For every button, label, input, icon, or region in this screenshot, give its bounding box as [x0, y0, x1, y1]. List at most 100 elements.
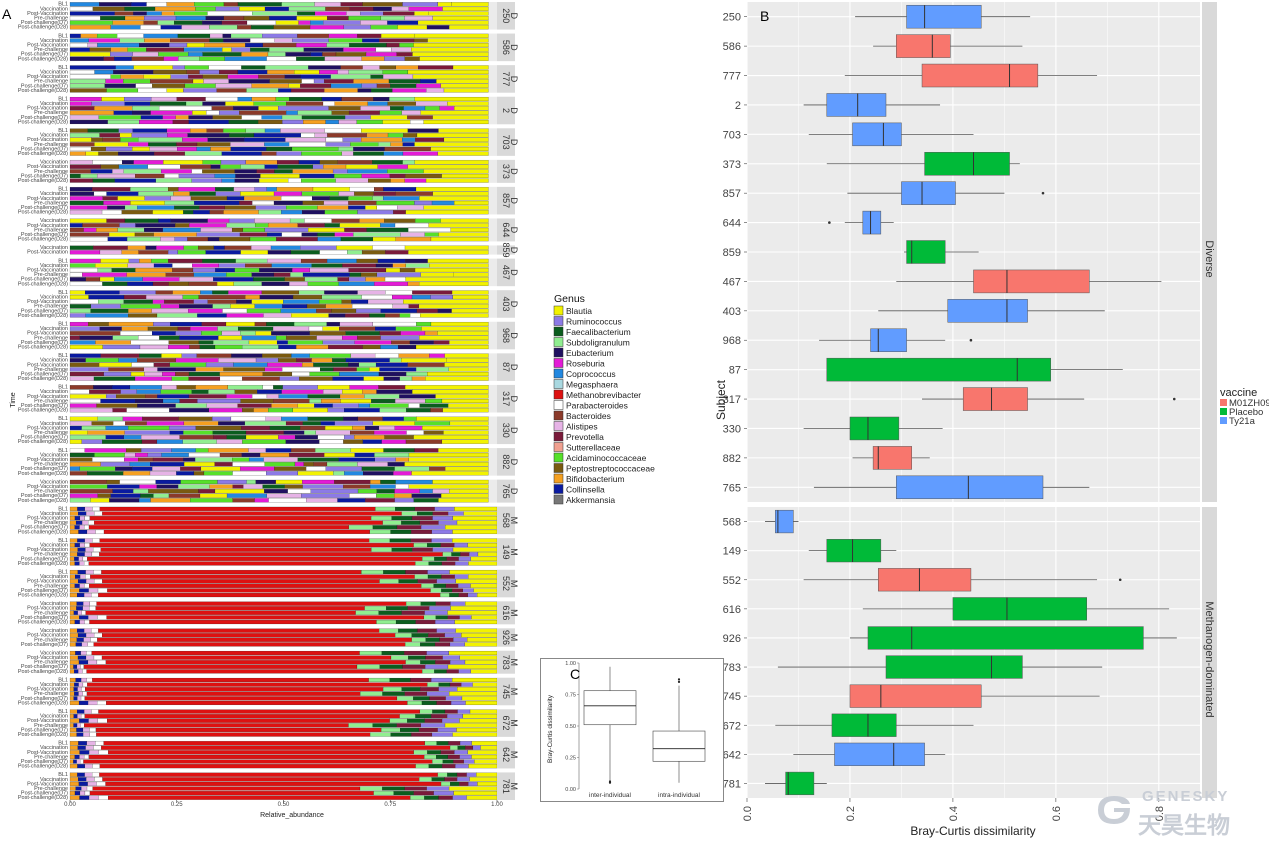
box-857 — [901, 181, 956, 205]
bar-segment — [309, 353, 351, 358]
bar-segment — [142, 416, 179, 421]
bar-segment — [414, 33, 489, 38]
bar-segment — [457, 709, 471, 714]
bar-segment — [92, 506, 100, 511]
bar-segment — [69, 552, 78, 557]
bar-segment — [78, 700, 89, 705]
bar-segment — [384, 313, 400, 318]
bar-segment — [212, 416, 232, 421]
bar-segment — [84, 448, 127, 453]
bar-segment — [69, 227, 84, 232]
bar-segment — [383, 74, 414, 79]
bar-segment — [168, 187, 179, 192]
genesky-logo-icon — [1098, 796, 1130, 824]
bar-segment — [405, 660, 421, 665]
bar-segment — [143, 20, 158, 25]
bar-segment — [319, 439, 344, 444]
bar-segment — [429, 696, 446, 701]
bar-segment — [357, 88, 372, 93]
time-tick-label: Pre-challenge — [34, 520, 68, 526]
bar-segment — [405, 173, 442, 178]
panel-b-letter: B — [760, 8, 770, 24]
y-tick-label: 467 — [723, 276, 741, 288]
bar-segment — [439, 637, 454, 642]
bar-segment — [217, 479, 247, 484]
bar-segment — [246, 479, 256, 484]
bar-segment — [95, 340, 131, 345]
bar-segment — [426, 786, 450, 791]
bar-segment — [181, 353, 197, 358]
bar-segment — [391, 516, 413, 521]
bar-segment — [442, 552, 452, 557]
time-tick-label: Post-challenge(D7) — [21, 642, 68, 648]
bar-segment — [69, 764, 78, 769]
bar-segment — [395, 398, 426, 404]
bar-segment — [111, 268, 136, 273]
bar-segment — [97, 493, 111, 498]
y-axis-title: Bray-Curtis dissimilarity — [547, 694, 554, 763]
bar-segment — [83, 637, 91, 642]
bar-segment — [223, 128, 246, 133]
bar-segment — [355, 308, 381, 313]
bar-segment — [102, 439, 143, 444]
bar-segment — [348, 200, 377, 205]
bar-segment — [94, 106, 133, 111]
bar-segment — [383, 570, 406, 575]
bar-segment — [167, 133, 188, 138]
bar-segment — [69, 191, 95, 196]
bar-segment — [407, 115, 433, 120]
bar-segment — [226, 435, 247, 440]
bar-segment — [222, 33, 232, 38]
bar-segment — [137, 205, 175, 210]
facet-strip — [497, 479, 515, 503]
bar-segment — [205, 362, 234, 367]
bar-segment — [289, 281, 309, 286]
bar-segment — [345, 313, 370, 318]
bar-segment — [243, 16, 270, 21]
watermark-chinese: 天昊生物 — [1138, 812, 1230, 838]
bar-segment — [303, 47, 344, 52]
bar-segment — [121, 210, 153, 215]
bar-segment — [379, 408, 407, 413]
bar-segment — [69, 416, 98, 421]
bar-segment — [249, 237, 277, 242]
bar-segment — [297, 457, 339, 462]
bar-segment — [426, 25, 450, 30]
bar-segment — [69, 345, 103, 350]
bar-segment — [69, 579, 79, 584]
time-tick-label: Pre-challenge — [34, 583, 68, 589]
bar-segment — [230, 146, 267, 151]
bar-segment — [439, 106, 455, 111]
bar-segment — [69, 543, 75, 548]
bar-segment — [440, 218, 489, 223]
bar-segment — [328, 345, 363, 350]
bar-segment — [469, 709, 498, 714]
time-tick-label: Post-challenge(D28) — [18, 408, 68, 414]
bar-segment — [151, 258, 169, 263]
bar-segment — [75, 574, 81, 579]
bar-segment — [419, 709, 433, 714]
bar-segment — [69, 268, 98, 273]
bar-segment — [401, 520, 420, 525]
bar-segment — [448, 367, 489, 372]
bar-segment — [414, 421, 451, 426]
bar-segment — [207, 137, 245, 142]
facet-strip — [497, 96, 515, 125]
bar-segment — [380, 308, 417, 313]
facet-bg — [70, 2, 497, 30]
legend-label: M01ZH09 — [1229, 398, 1269, 409]
legend-label: Bacteroides — [566, 411, 611, 421]
time-tick-label: Post-Vaccination — [27, 606, 68, 612]
bar-segment — [286, 101, 324, 106]
bar-segment — [383, 187, 417, 192]
bar-segment — [348, 723, 373, 728]
bar-segment — [424, 741, 437, 746]
bar-segment — [226, 196, 245, 201]
bar-segment — [349, 385, 379, 390]
bar-segment — [69, 714, 74, 719]
bar-segment — [414, 200, 433, 205]
bar-segment — [392, 295, 413, 300]
bar-segment — [213, 245, 225, 250]
bar-segment — [86, 786, 93, 791]
bar-segment — [395, 506, 415, 511]
